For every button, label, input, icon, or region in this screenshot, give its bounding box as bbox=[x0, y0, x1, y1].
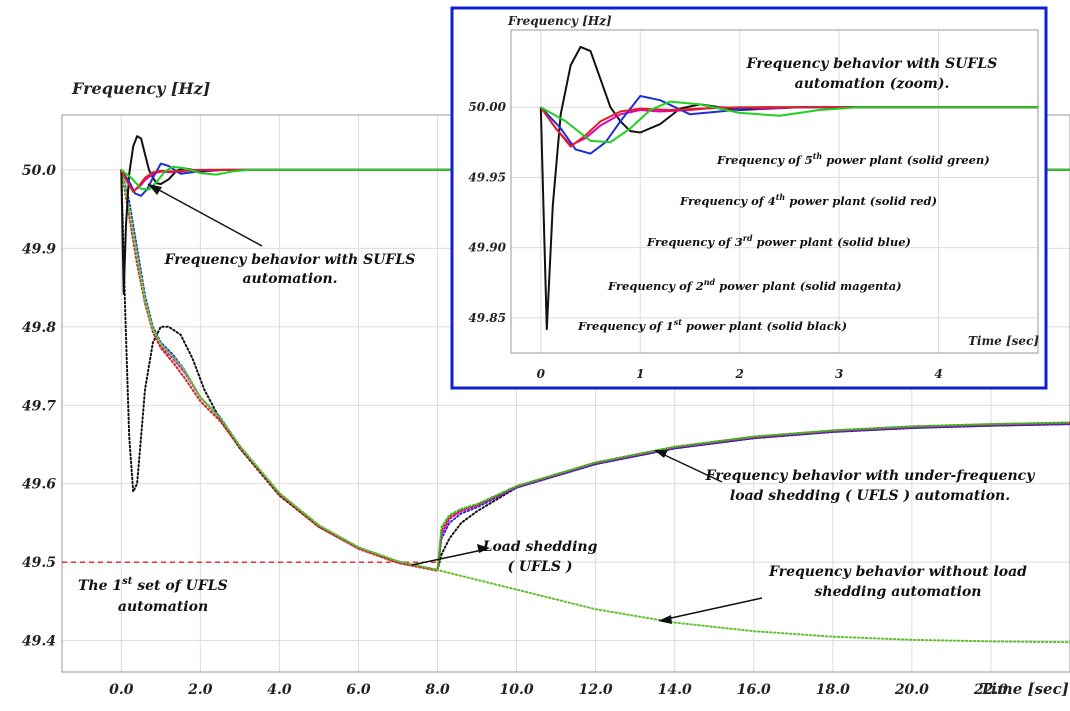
arrowhead-load-shedding bbox=[477, 544, 490, 553]
arrow-ufls bbox=[655, 450, 723, 483]
inset-y-tick-label: 50.00 bbox=[468, 100, 506, 114]
arrow-load-shedding bbox=[411, 548, 488, 566]
inset-legend-item: Frequency of 2nd power plant (solid mage… bbox=[607, 277, 902, 293]
main-tick-labels: 0.0 2.0 4.0 6.0 8.0 10.0 12.0 14.0 16.0 18.0 20.0 2… bbox=[22, 163, 1008, 698]
annotation-without: Frequency behavior without load shedding… bbox=[658, 564, 1027, 624]
main-x-axis-label: Time [sec] bbox=[980, 680, 1069, 698]
inset-x-tick-label: 0 bbox=[537, 367, 546, 381]
main-x-tick-label: 10.0 bbox=[500, 682, 534, 698]
svg-text:Load shedding: Load shedding bbox=[482, 539, 598, 555]
main-solid-series-4 bbox=[120, 165, 1070, 191]
arrow-without bbox=[661, 597, 763, 621]
arrowhead-without bbox=[658, 615, 672, 624]
main-y-axis-label: Frequency [Hz] bbox=[71, 79, 210, 98]
main-x-tick-label: 18.0 bbox=[816, 682, 850, 698]
main-dotted-series-3 bbox=[120, 168, 1070, 572]
main-y-tick-label: 49.7 bbox=[22, 398, 56, 414]
svg-text:Frequency behavior without loa: Frequency behavior without load bbox=[768, 564, 1027, 580]
inset-x-tick-label: 2 bbox=[735, 367, 744, 381]
inset-legend: Frequency of 5th power plant (solid gree… bbox=[577, 151, 990, 333]
annotation-first-set: The 1st set of UFLS automation bbox=[78, 576, 228, 615]
svg-text:( UFLS ): ( UFLS ) bbox=[507, 559, 572, 575]
main-x-tick-label: 2.0 bbox=[187, 682, 213, 698]
inset-legend-item: Frequency of 3rd power plant (solid blue… bbox=[646, 233, 911, 249]
main-solid-series-3 bbox=[120, 168, 1070, 193]
inset-tick-labels: 0 1 2 3 4 49.85 49.90 49.95 50.00 bbox=[468, 100, 942, 381]
svg-text:load shedding ( UFLS ) automat: load shedding ( UFLS ) automation. bbox=[730, 488, 1010, 504]
svg-text:Frequency behavior with SUFLS: Frequency behavior with SUFLS bbox=[164, 252, 416, 268]
main-x-tick-label: 22.0 bbox=[973, 682, 1008, 698]
arrowhead-ufls bbox=[654, 450, 668, 458]
main-y-tick-label: 49.9 bbox=[22, 241, 56, 257]
arrowhead-sufls bbox=[148, 184, 162, 195]
inset-legend-item: Frequency of 1st power plant (solid blac… bbox=[577, 317, 847, 333]
inset-y-axis-label: Frequency [Hz] bbox=[507, 14, 612, 28]
inset-y-tick-label: 49.90 bbox=[468, 241, 506, 255]
arrow-sufls bbox=[147, 183, 263, 247]
main-dotted-series-5 bbox=[120, 168, 1070, 644]
main-x-tick-label: 20.0 bbox=[894, 682, 929, 698]
main-x-tick-label: 0.0 bbox=[109, 682, 134, 698]
main-y-tick-label: 49.5 bbox=[22, 555, 56, 571]
main-y-tick-label: 50.0 bbox=[22, 163, 56, 179]
svg-text:The 1st set of UFLS: The 1st set of UFLS bbox=[78, 576, 228, 594]
svg-text:automation.: automation. bbox=[242, 271, 337, 287]
inset-series-group bbox=[539, 45, 1038, 331]
annotation-sufls: Frequency behavior with SUFLS automation… bbox=[147, 183, 416, 287]
main-x-tick-label: 16.0 bbox=[737, 682, 771, 698]
inset-title-line-1: Frequency behavior with SUFLS bbox=[746, 56, 998, 72]
inset-frame bbox=[450, 6, 1048, 390]
main-y-tick-label: 49.8 bbox=[22, 320, 56, 336]
main-x-tick-label: 14.0 bbox=[658, 682, 692, 698]
main-series-group bbox=[62, 135, 1070, 644]
inset-solid-series-4 bbox=[540, 100, 1038, 144]
main-y-tick-label: 49.6 bbox=[22, 477, 56, 493]
inset-solid-series-3 bbox=[539, 106, 1038, 148]
inset-x-axis-label: Time [sec] bbox=[968, 334, 1039, 348]
inset-title-line-2: automation (zoom). bbox=[795, 76, 950, 92]
inset-y-tick-label: 49.95 bbox=[468, 170, 506, 184]
main-x-tick-label: 6.0 bbox=[346, 682, 371, 698]
svg-text:Frequency behavior with under-: Frequency behavior with under-frequency bbox=[705, 468, 1036, 484]
main-y-tick-label: 49.4 bbox=[22, 634, 56, 650]
svg-text:shedding automation: shedding automation bbox=[815, 584, 982, 600]
annotation-ufls: Frequency behavior with under-frequency … bbox=[654, 450, 1035, 504]
svg-text:automation: automation bbox=[118, 599, 208, 615]
inset-x-tick-label: 3 bbox=[835, 367, 843, 381]
inset-chart: 0 1 2 3 4 49.85 49.90 49.95 50.00 Frequency [Hz]… bbox=[450, 6, 1048, 390]
inset-x-tick-label: 1 bbox=[636, 367, 644, 381]
inset-x-tick-label: 4 bbox=[934, 367, 942, 381]
main-x-tick-label: 12.0 bbox=[579, 682, 613, 698]
inset-y-tick-label: 49.85 bbox=[468, 311, 506, 325]
inset-legend-item: Frequency of 5th power plant (solid gree… bbox=[716, 151, 990, 167]
main-x-tick-label: 8.0 bbox=[425, 682, 450, 698]
main-x-tick-label: 4.0 bbox=[267, 682, 292, 698]
inset-plot-frame bbox=[510, 29, 1039, 354]
annotation-load-shedding: Load shedding ( UFLS ) bbox=[411, 539, 598, 575]
inset-legend-item: Frequency of 4th power plant (solid red) bbox=[679, 192, 937, 208]
